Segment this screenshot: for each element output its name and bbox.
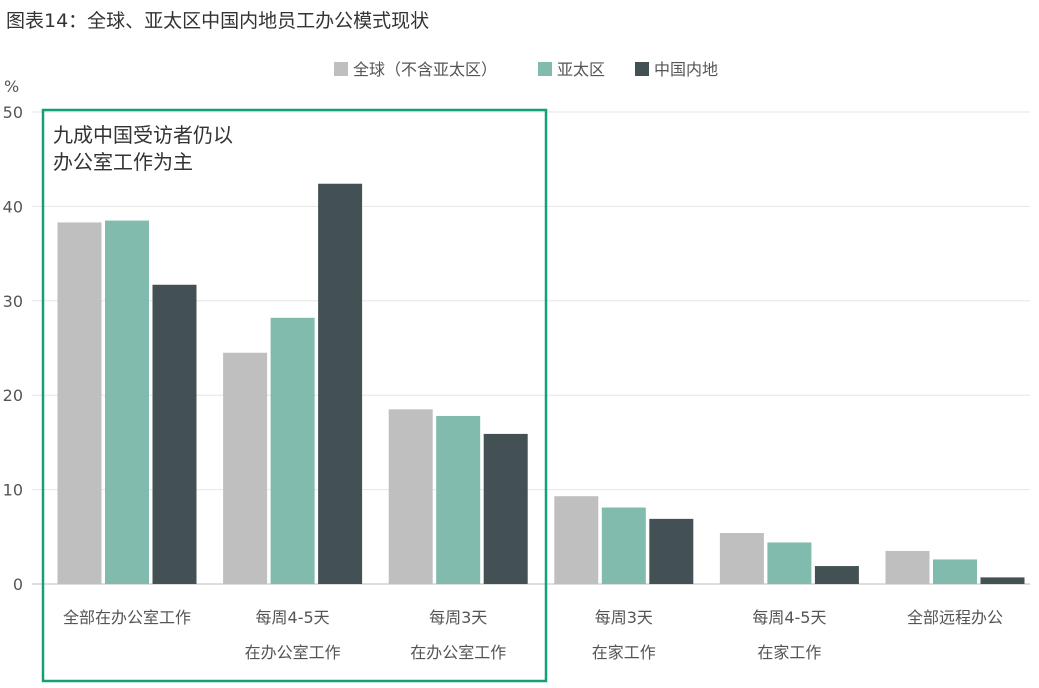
bar [152,284,197,584]
x-tick-label: 每周3天 [595,608,653,627]
x-tick-label: 全部在办公室工作 [63,608,191,627]
legend-swatch [334,62,348,76]
y-axis-label: % [4,77,19,96]
x-axis-labels: 全部在办公室工作 每周4-5天在办公室工作每周3天在办公室工作每周3天在家工作每周… [63,608,1003,662]
bar [980,577,1025,584]
bar [554,496,599,584]
x-tick-label: 在家工作 [592,643,656,662]
x-tick-label: 在办公室工作 [245,643,341,662]
x-tick-label: 每周4-5天 [752,608,826,627]
legend-swatch [635,62,649,76]
bar [601,507,646,584]
bar [885,550,930,584]
x-tick-label: 每周3天 [429,608,487,627]
legend-label: 全球（不含亚太区） [353,60,497,79]
bars [57,183,1025,584]
x-tick-label: 全部远程办公 [907,608,1003,627]
bar [933,559,977,584]
bar [223,352,268,584]
bar [388,409,433,584]
legend-label: 亚太区 [557,60,605,79]
annotation-text: 办公室工作为主 [53,150,193,174]
gridlines [32,111,1030,585]
y-tick-label: 10 [3,481,23,500]
x-tick-label: 在家工作 [757,643,821,662]
bar [649,518,694,584]
legend-label: 中国内地 [654,60,718,79]
legend: 全球（不含亚太区） 亚太区 中国内地 [334,60,718,79]
bar [270,317,315,584]
y-tick-label: 40 [3,197,23,216]
bar [436,415,481,584]
chart-title: 图表14：全球、亚太区中国内地员工办公模式现状 [6,10,429,32]
y-tick-label: 20 [3,386,23,405]
y-axis-ticks: 0 10 20 30 40 50 [3,103,23,594]
annotation-text: 九成中国受访者仍以 [53,123,233,147]
x-tick-label: 在办公室工作 [410,643,506,662]
bar [483,433,528,584]
y-tick-label: 30 [3,292,23,311]
highlight-box [41,108,548,683]
bar [814,566,859,584]
bar [767,542,812,584]
y-tick-label: 0 [13,575,23,594]
y-tick-label: 50 [3,103,23,122]
bar [318,183,363,584]
x-tick-label: 每周4-5天 [256,608,330,627]
bar [105,220,149,584]
legend-swatch [538,62,552,76]
bar [57,222,102,584]
bar [719,533,764,584]
